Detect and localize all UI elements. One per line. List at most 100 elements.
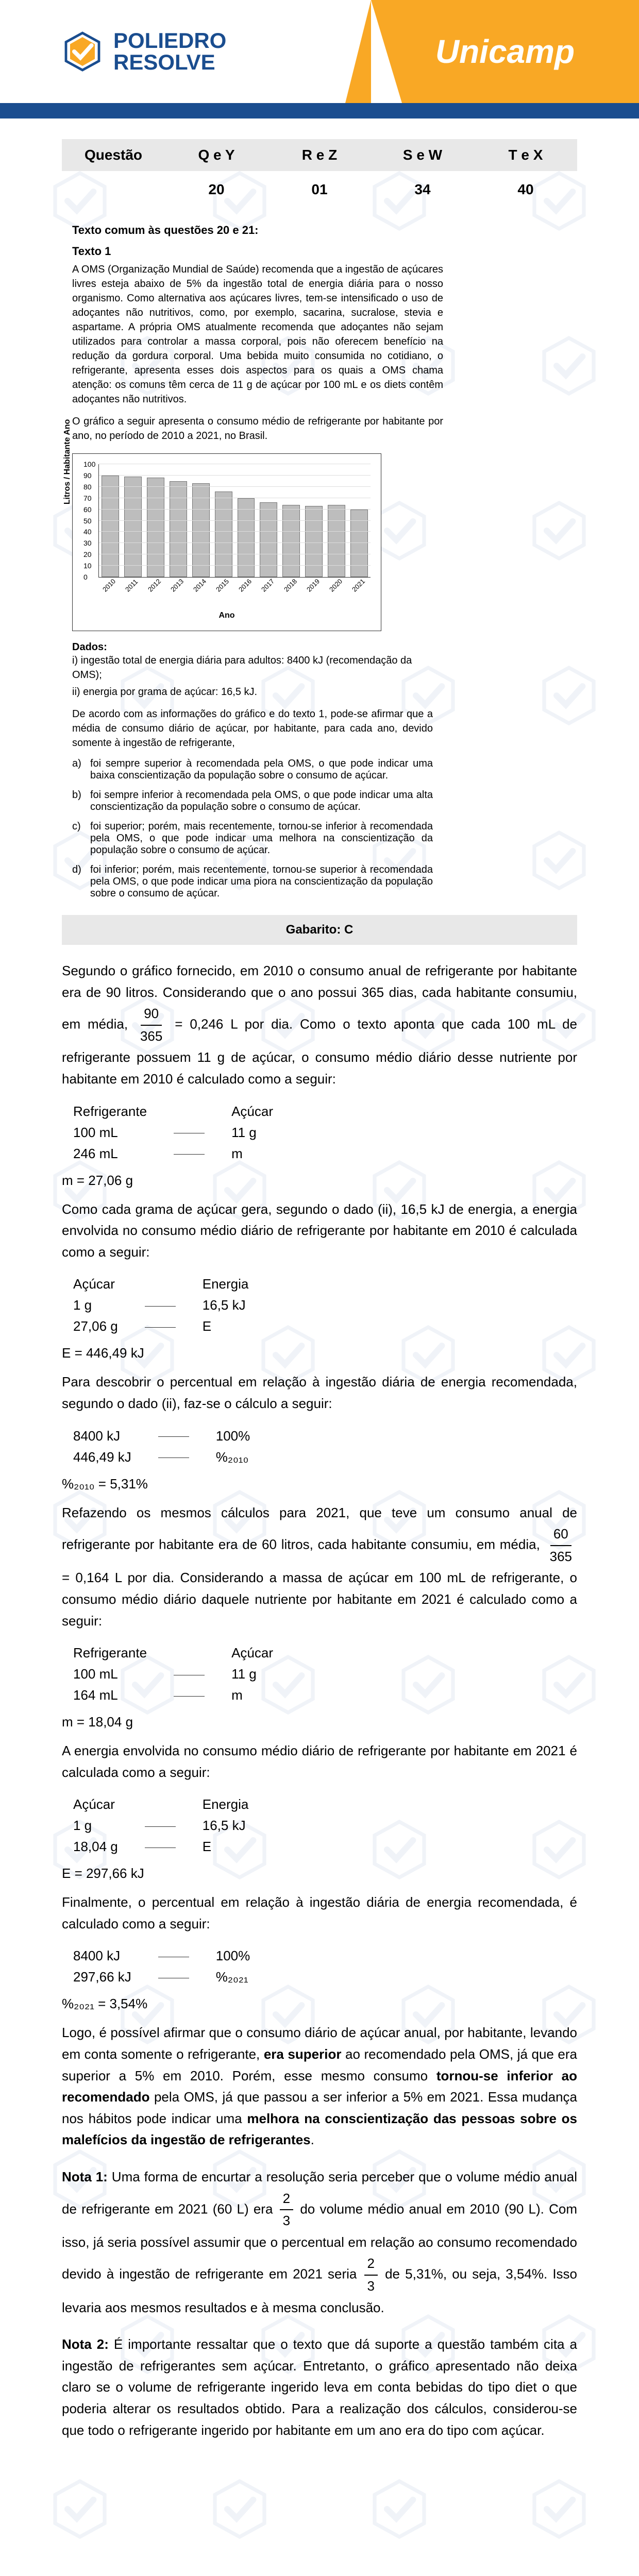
sol-p3: Para descobrir o percentual em relação à… <box>62 1371 577 1414</box>
chart-bar <box>215 492 232 577</box>
xtick: 2015 <box>214 575 232 594</box>
xtick: 2018 <box>282 575 300 594</box>
chart-bar <box>305 506 323 577</box>
texto1-p1: A OMS (Organização Mundial de Saúde) rec… <box>72 262 443 406</box>
texto-comum: Texto comum às questões 20 e 21: <box>72 224 443 237</box>
col-header: T e X <box>474 147 577 163</box>
chart-bar <box>124 477 142 577</box>
ytick: 100 <box>83 460 95 468</box>
xtick: 2012 <box>146 575 164 594</box>
sol-p1: Segundo o gráfico fornecido, em 2010 o c… <box>62 960 577 1090</box>
result-2: E = 446,49 kJ <box>62 1345 577 1361</box>
option-text: foi superior; porém, mais recentemente, … <box>90 821 433 856</box>
xtick: 2014 <box>192 575 210 594</box>
xtick: 2021 <box>350 575 368 594</box>
ytick: 30 <box>83 539 92 547</box>
chart-bar <box>147 478 164 577</box>
option: b)foi sempre inferior à recomendada pela… <box>72 789 433 813</box>
result-5: E = 297,66 kJ <box>62 1866 577 1882</box>
watermark-icon <box>528 829 590 894</box>
logo-line1: POLIEDRO <box>113 30 226 52</box>
option-letter: b) <box>72 789 90 813</box>
main-content: Questão Q e Y R e Z S e W T e X 20 01 34… <box>0 118 639 2576</box>
calc-table-3: 8400 kJ100% 446,49 kJ%₂₀₁₀ <box>62 1425 261 1468</box>
fraction: 60365 <box>547 1523 575 1567</box>
col-header: S e W <box>371 147 474 163</box>
chart-bar <box>260 502 277 577</box>
poliedro-check-icon <box>62 31 103 72</box>
cell: 34 <box>371 181 474 198</box>
question-label: Questão <box>62 147 165 163</box>
fraction: 23 <box>280 2188 293 2232</box>
watermark-icon <box>368 2478 430 2543</box>
xtick: 2020 <box>328 575 346 594</box>
xtick: 2017 <box>260 575 278 594</box>
col-header: R e Z <box>268 147 371 163</box>
brand-label: Unicamp <box>435 32 575 71</box>
texto1-title: Texto 1 <box>72 245 443 258</box>
gabarito: Gabarito: C <box>62 915 577 945</box>
logo-line2: RESOLVE <box>113 52 226 73</box>
logo-text: POLIEDRO RESOLVE <box>113 30 226 73</box>
chart-ylabel: Litros / Habitante Ano <box>63 419 72 504</box>
dados-2: ii) energia por grama de açúcar: 16,5 kJ… <box>72 685 443 699</box>
ytick: 40 <box>83 528 92 536</box>
sol-p4: Refazendo os mesmos cálculos para 2021, … <box>62 1502 577 1632</box>
calc-table-5: AçúcarEnergia 1 g16,5 kJ 18,04 gE <box>62 1793 260 1858</box>
chart-bar <box>170 481 187 577</box>
option: d)foi inferior; porém, mais recentemente… <box>72 864 433 900</box>
ytick: 90 <box>83 471 92 480</box>
cell: 01 <box>268 181 371 198</box>
calc-table-4: RefrigeranteAçúcar 100 mL11 g 164 mLm <box>62 1642 284 1706</box>
option-text: foi sempre inferior à recomendada pela O… <box>90 789 433 813</box>
option: a)foi sempre superior à recomendada pela… <box>72 758 433 782</box>
watermark-row <box>0 2478 639 2543</box>
watermark-icon <box>538 335 600 399</box>
calc-table-1: RefrigeranteAçúcar 100 mL11 g 246 mLm <box>62 1100 284 1165</box>
result-3: %₂₀₁₀ = 5,31% <box>62 1476 577 1492</box>
sol-p2: Como cada grama de açúcar gera, segundo … <box>62 1199 577 1263</box>
chart-xlabel: Ano <box>83 611 371 620</box>
xtick: 2010 <box>101 575 119 594</box>
bar-chart: Litros / Habitante Ano 01020304050607080… <box>72 453 443 631</box>
ytick: 10 <box>83 562 92 570</box>
ytick: 20 <box>83 550 92 558</box>
sol-p5: A energia envolvida no consumo médio diá… <box>62 1740 577 1783</box>
watermark-icon <box>528 500 590 564</box>
fraction: 23 <box>364 2253 378 2297</box>
header-right: Unicamp <box>371 0 639 103</box>
col-header: Q e Y <box>165 147 268 163</box>
header-left: POLIEDRO RESOLVE <box>0 0 371 103</box>
chart-bar <box>102 476 119 577</box>
texto1-p2: O gráfico a seguir apresenta o consumo m… <box>72 414 443 443</box>
dados-title: Dados: <box>72 641 443 653</box>
result-4: m = 18,04 g <box>62 1714 577 1730</box>
cell: 20 <box>165 181 268 198</box>
solution: Segundo o gráfico fornecido, em 2010 o c… <box>62 960 577 2441</box>
option-text: foi sempre superior à recomendada pela O… <box>90 758 433 782</box>
option-letter: a) <box>72 758 90 782</box>
chart-bar <box>282 505 300 577</box>
page-header: POLIEDRO RESOLVE Unicamp <box>0 0 639 103</box>
ytick: 80 <box>83 483 92 491</box>
ytick: 50 <box>83 517 92 525</box>
xtick: 2019 <box>305 575 323 594</box>
fraction: 90365 <box>137 1003 165 1047</box>
option-letter: c) <box>72 821 90 856</box>
xtick: 2016 <box>237 575 255 594</box>
sol-p7: Logo, é possível afirmar que o consumo d… <box>62 2022 577 2151</box>
ytick: 60 <box>83 505 92 514</box>
nota-2: Nota 2: É importante ressaltar que o tex… <box>62 2334 577 2441</box>
result-6: %₂₀₂₁ = 3,54% <box>62 1996 577 2012</box>
logo: POLIEDRO RESOLVE <box>62 30 226 73</box>
blue-divider <box>0 103 639 118</box>
cell: 40 <box>474 181 577 198</box>
option-text: foi inferior; porém, mais recentemente, … <box>90 864 433 900</box>
watermark-icon <box>528 2478 590 2543</box>
dados-1: i) ingestão total de energia diária para… <box>72 653 443 682</box>
question-table: Questão Q e Y R e Z S e W T e X 20 01 34… <box>62 139 577 208</box>
result-1: m = 27,06 g <box>62 1173 577 1189</box>
ytick: 0 <box>83 573 88 581</box>
watermark-icon <box>538 665 600 729</box>
nota-1: Nota 1: Uma forma de encurtar a resoluçã… <box>62 2166 577 2318</box>
